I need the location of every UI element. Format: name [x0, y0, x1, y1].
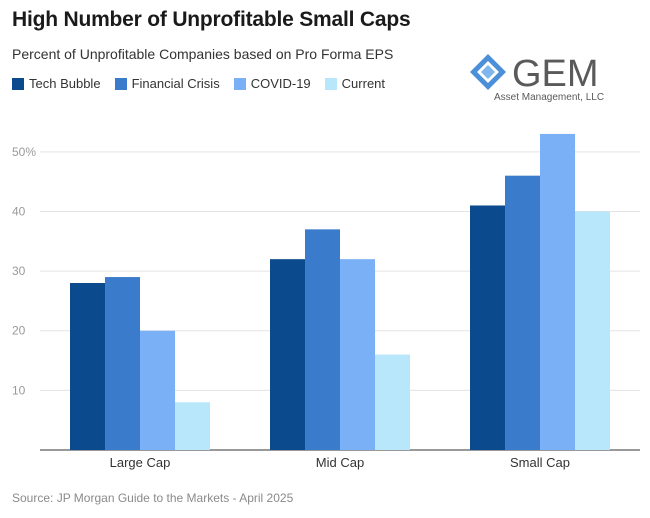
legend-item-tech-bubble: Tech Bubble [12, 76, 101, 91]
legend-label: Tech Bubble [29, 76, 101, 91]
bar-current-small-cap [575, 211, 610, 450]
legend-label: Financial Crisis [131, 76, 220, 91]
x-tick-label: Mid Cap [316, 455, 364, 470]
chart-title: High Number of Unprofitable Small Caps [12, 8, 411, 31]
x-tick-label: Small Cap [510, 455, 570, 470]
bar-financial-crisis-small-cap [505, 175, 540, 450]
bar-current-large-cap [175, 402, 210, 450]
y-tick-label: 40 [12, 204, 26, 218]
bar-financial-crisis-mid-cap [305, 229, 340, 450]
legend-label: Current [341, 76, 386, 91]
diamond-logo-icon [470, 54, 506, 90]
gem-logo: GEM Asset Management, LLC [470, 53, 604, 103]
y-tick-label: 30 [12, 264, 26, 278]
y-tick-label: 50% [12, 145, 36, 159]
bar-covid-19-large-cap [140, 330, 175, 450]
x-tick-label: Large Cap [110, 455, 171, 470]
y-tick-label: 10 [12, 383, 26, 397]
legend-swatch [324, 77, 337, 90]
bar-tech-bubble-mid-cap [270, 259, 305, 450]
logo-text: GEM [512, 53, 599, 95]
legend-swatch [233, 77, 246, 90]
bar-covid-19-small-cap [540, 133, 575, 450]
legend-swatch [114, 77, 127, 90]
source-note: Source: JP Morgan Guide to the Markets -… [12, 491, 294, 505]
bar-tech-bubble-large-cap [70, 283, 105, 450]
legend-label: COVID-19 [250, 76, 311, 91]
y-tick-label: 20 [12, 324, 26, 338]
legend-item-financial-crisis: Financial Crisis [114, 76, 220, 91]
chart-legend: Tech Bubble Financial Crisis COVID-19 Cu… [12, 76, 385, 91]
legend-item-current: Current [324, 76, 386, 91]
legend-swatch [12, 77, 24, 90]
bar-tech-bubble-small-cap [470, 205, 505, 450]
axis-labels: 10 20 30 40 50% Large Cap Mid Cap Small Cap [12, 145, 570, 470]
bar-current-mid-cap [375, 354, 410, 450]
legend-item-covid-19: COVID-19 [233, 76, 311, 91]
bar-covid-19-mid-cap [340, 259, 375, 450]
logo-subtext: Asset Management, LLC [494, 92, 604, 103]
bar-financial-crisis-large-cap [105, 277, 140, 450]
bars [70, 133, 610, 450]
chart-subtitle: Percent of Unprofitable Companies based … [12, 46, 394, 62]
